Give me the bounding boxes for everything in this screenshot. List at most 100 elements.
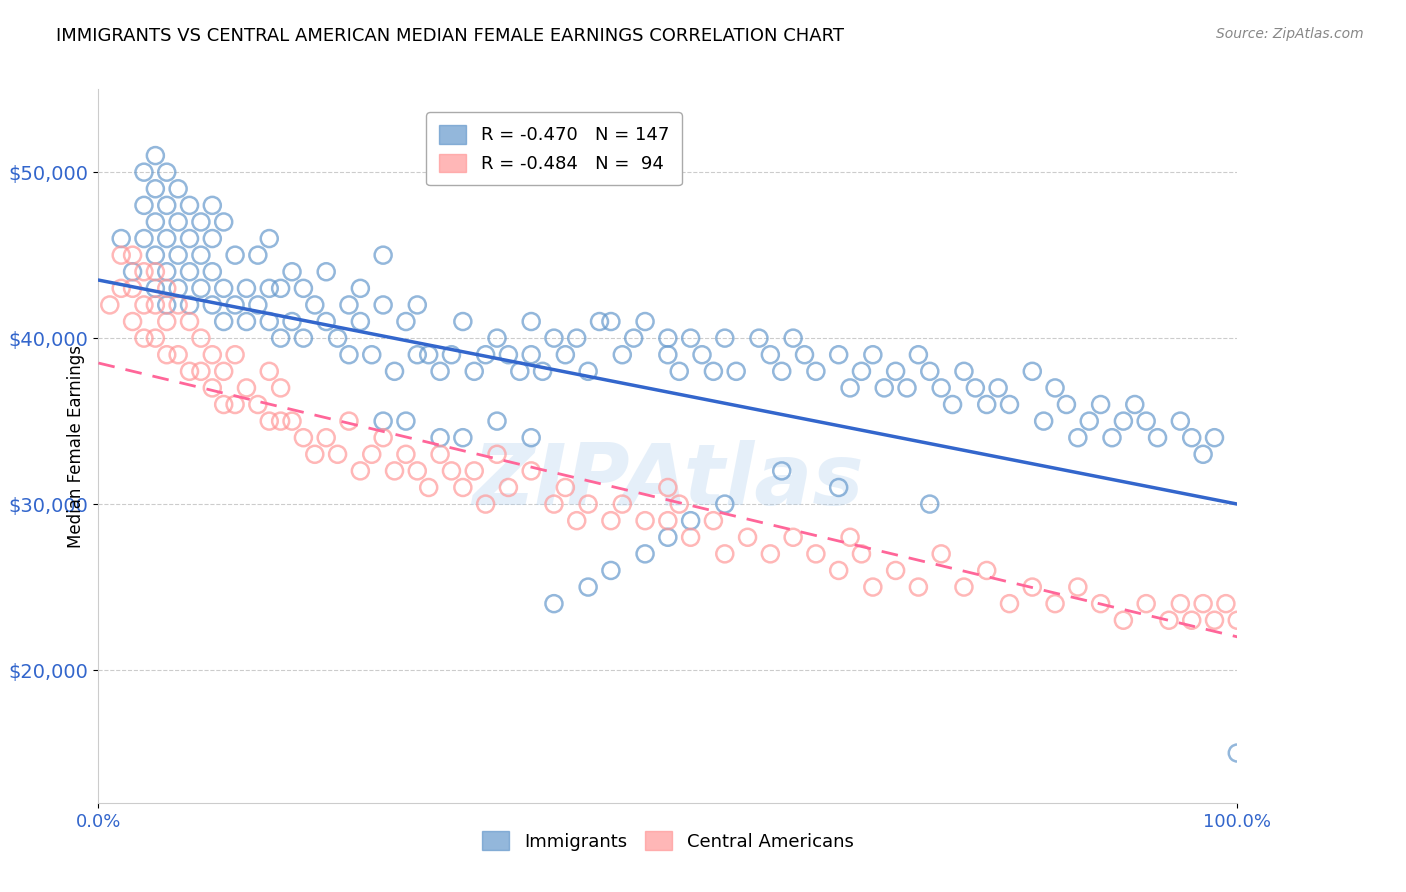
- Point: [839, 530, 862, 544]
- Point: [907, 348, 929, 362]
- Point: [179, 364, 201, 378]
- Point: [737, 530, 759, 544]
- Point: [918, 497, 941, 511]
- Point: [121, 281, 143, 295]
- Point: [657, 331, 679, 345]
- Point: [600, 564, 623, 578]
- Point: [600, 514, 623, 528]
- Point: [98, 298, 121, 312]
- Point: [259, 281, 281, 295]
- Point: [201, 265, 224, 279]
- Point: [612, 348, 634, 362]
- Point: [862, 580, 884, 594]
- Point: [679, 331, 702, 345]
- Point: [1101, 431, 1123, 445]
- Point: [418, 348, 440, 362]
- Point: [851, 547, 873, 561]
- Point: [156, 198, 179, 212]
- Point: [259, 364, 281, 378]
- Point: [132, 331, 155, 345]
- Point: [953, 580, 976, 594]
- Point: [304, 447, 326, 461]
- Point: [326, 447, 349, 461]
- Point: [612, 497, 634, 511]
- Point: [201, 381, 224, 395]
- Point: [179, 265, 201, 279]
- Point: [246, 397, 269, 411]
- Point: [259, 314, 281, 328]
- Point: [337, 348, 360, 362]
- Point: [714, 547, 737, 561]
- Point: [190, 364, 212, 378]
- Point: [929, 547, 952, 561]
- Point: [190, 248, 212, 262]
- Point: [702, 364, 724, 378]
- Point: [862, 348, 884, 362]
- Point: [371, 298, 394, 312]
- Point: [145, 281, 167, 295]
- Point: [292, 331, 315, 345]
- Point: [201, 348, 224, 362]
- Point: [770, 464, 793, 478]
- Point: [292, 281, 315, 295]
- Point: [337, 298, 360, 312]
- Point: [554, 348, 576, 362]
- Point: [520, 314, 543, 328]
- Point: [543, 497, 565, 511]
- Point: [406, 464, 429, 478]
- Text: Source: ZipAtlas.com: Source: ZipAtlas.com: [1216, 27, 1364, 41]
- Point: [976, 564, 998, 578]
- Point: [965, 381, 987, 395]
- Point: [304, 298, 326, 312]
- Point: [565, 331, 588, 345]
- Point: [190, 215, 212, 229]
- Point: [474, 348, 496, 362]
- Point: [804, 547, 827, 561]
- Point: [1067, 431, 1090, 445]
- Point: [395, 447, 418, 461]
- Point: [679, 530, 702, 544]
- Point: [384, 364, 406, 378]
- Point: [212, 314, 235, 328]
- Point: [167, 281, 190, 295]
- Point: [145, 265, 167, 279]
- Point: [224, 298, 246, 312]
- Point: [1043, 381, 1066, 395]
- Point: [498, 481, 520, 495]
- Point: [1021, 364, 1043, 378]
- Point: [212, 281, 235, 295]
- Point: [657, 481, 679, 495]
- Point: [998, 397, 1021, 411]
- Point: [406, 298, 429, 312]
- Point: [1226, 746, 1249, 760]
- Point: [110, 248, 132, 262]
- Point: [326, 331, 349, 345]
- Point: [281, 314, 304, 328]
- Point: [998, 597, 1021, 611]
- Point: [828, 481, 851, 495]
- Point: [907, 580, 929, 594]
- Point: [246, 248, 269, 262]
- Point: [588, 314, 610, 328]
- Point: [690, 348, 713, 362]
- Point: [156, 265, 179, 279]
- Point: [179, 231, 201, 245]
- Point: [748, 331, 770, 345]
- Point: [1215, 597, 1237, 611]
- Point: [281, 414, 304, 428]
- Point: [395, 414, 418, 428]
- Point: [406, 348, 429, 362]
- Point: [623, 331, 645, 345]
- Point: [429, 447, 451, 461]
- Point: [440, 348, 463, 362]
- Point: [668, 364, 690, 378]
- Point: [451, 481, 474, 495]
- Point: [987, 381, 1010, 395]
- Point: [259, 414, 281, 428]
- Point: [576, 364, 599, 378]
- Point: [145, 182, 167, 196]
- Point: [531, 364, 554, 378]
- Text: ZIPAtlas: ZIPAtlas: [472, 440, 863, 524]
- Point: [156, 281, 179, 295]
- Point: [600, 314, 623, 328]
